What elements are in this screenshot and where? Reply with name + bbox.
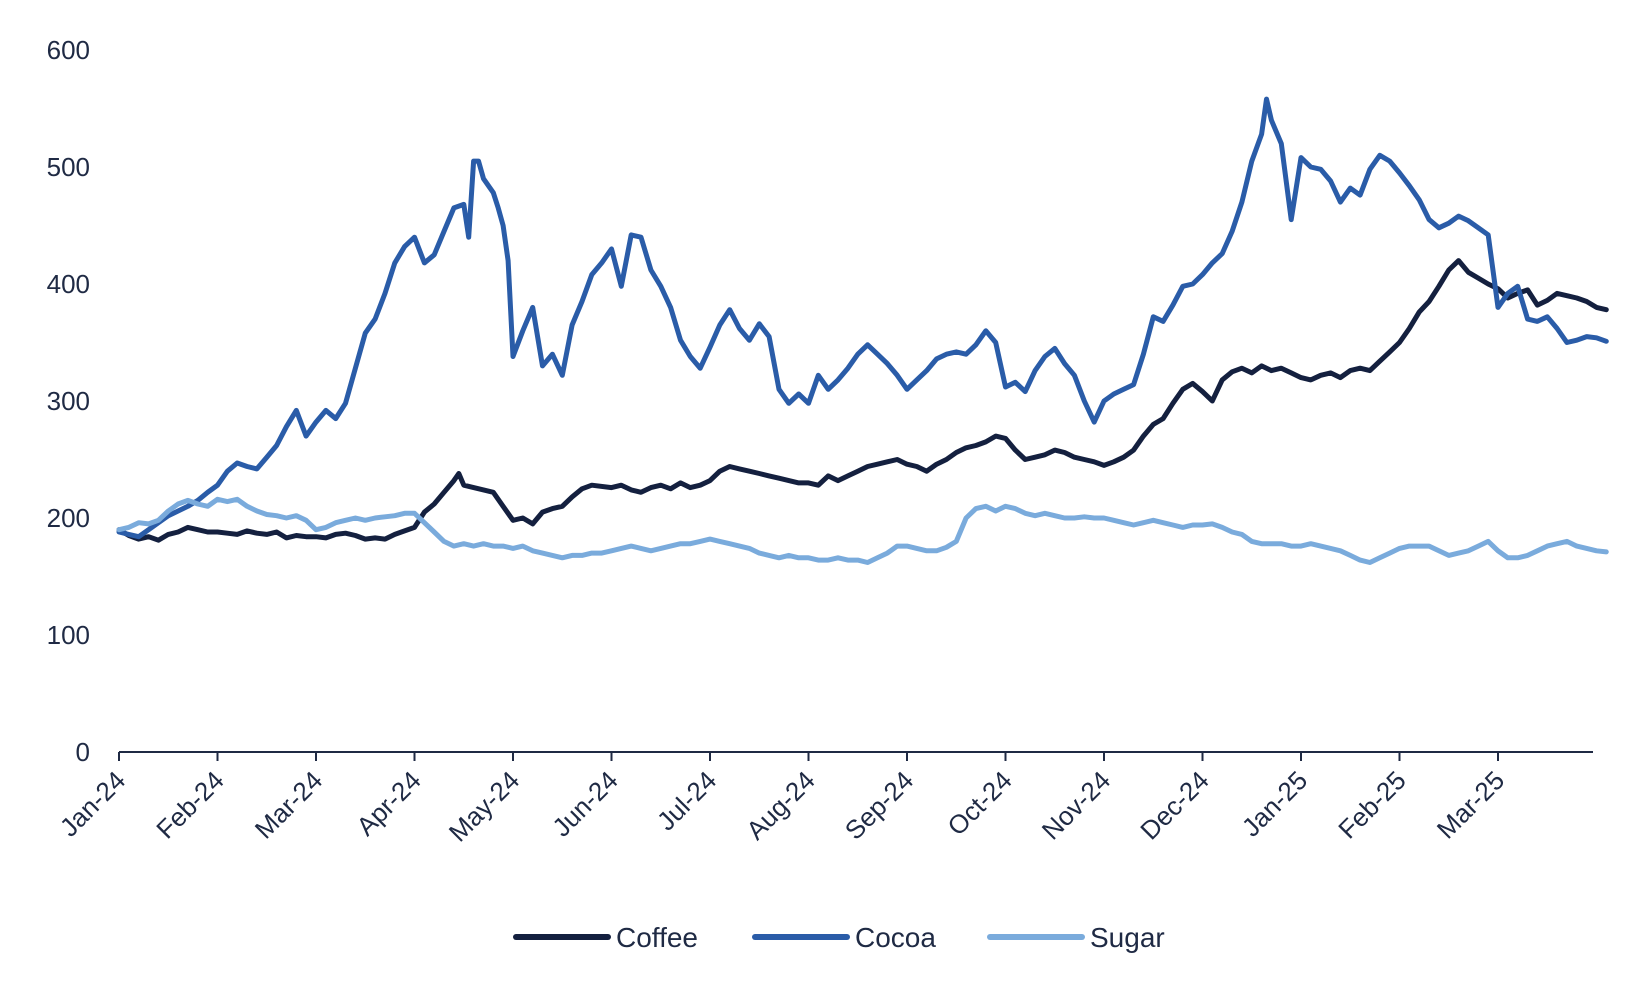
y-tick-label: 500 — [47, 152, 90, 182]
legend-label-coffee: Coffee — [616, 922, 698, 953]
x-axis-ticks: Jan-24 Feb-24 Mar-24 Apr-24 May-24 Jun-24 Jul-… — [54, 752, 1510, 848]
x-tick-label: Sep-24 — [839, 765, 919, 845]
x-tick-label: Aug-24 — [740, 765, 820, 845]
x-tick-label: Jun-24 — [546, 765, 623, 842]
x-tick-label: Jul-24 — [651, 765, 722, 836]
series-line-sugar — [116, 496, 1609, 565]
x-tick-label: Feb-24 — [150, 765, 229, 844]
legend-label-cocoa: Cocoa — [855, 922, 936, 953]
legend-label-sugar: Sugar — [1090, 922, 1165, 953]
x-tick-label: Dec-24 — [1134, 765, 1214, 845]
y-tick-label: 200 — [47, 503, 90, 533]
x-tick-label: Oct-24 — [941, 765, 1017, 841]
y-tick-label: 0 — [76, 737, 90, 767]
y-tick-label: 400 — [47, 269, 90, 299]
y-axis-ticks: 0 100 200 300 400 500 600 — [47, 35, 90, 767]
x-tick-label: May-24 — [443, 765, 526, 848]
x-tick-label: Apr-24 — [350, 765, 426, 841]
x-tick-label: Jan-25 — [1236, 765, 1313, 842]
y-tick-label: 300 — [47, 386, 90, 416]
series-line-cocoa — [116, 96, 1609, 540]
x-tick-label: Nov-24 — [1036, 765, 1116, 845]
x-tick-label: Jan-24 — [54, 765, 131, 842]
x-tick-label: Mar-25 — [1431, 765, 1510, 844]
x-tick-label: Mar-24 — [249, 765, 328, 844]
y-tick-label: 600 — [47, 35, 90, 65]
x-tick-label: Feb-25 — [1332, 765, 1411, 844]
series-lines — [116, 96, 1609, 565]
series-line-coffee — [116, 258, 1609, 543]
y-tick-label: 100 — [47, 620, 90, 650]
legend: Coffee Cocoa Sugar — [513, 922, 1165, 953]
